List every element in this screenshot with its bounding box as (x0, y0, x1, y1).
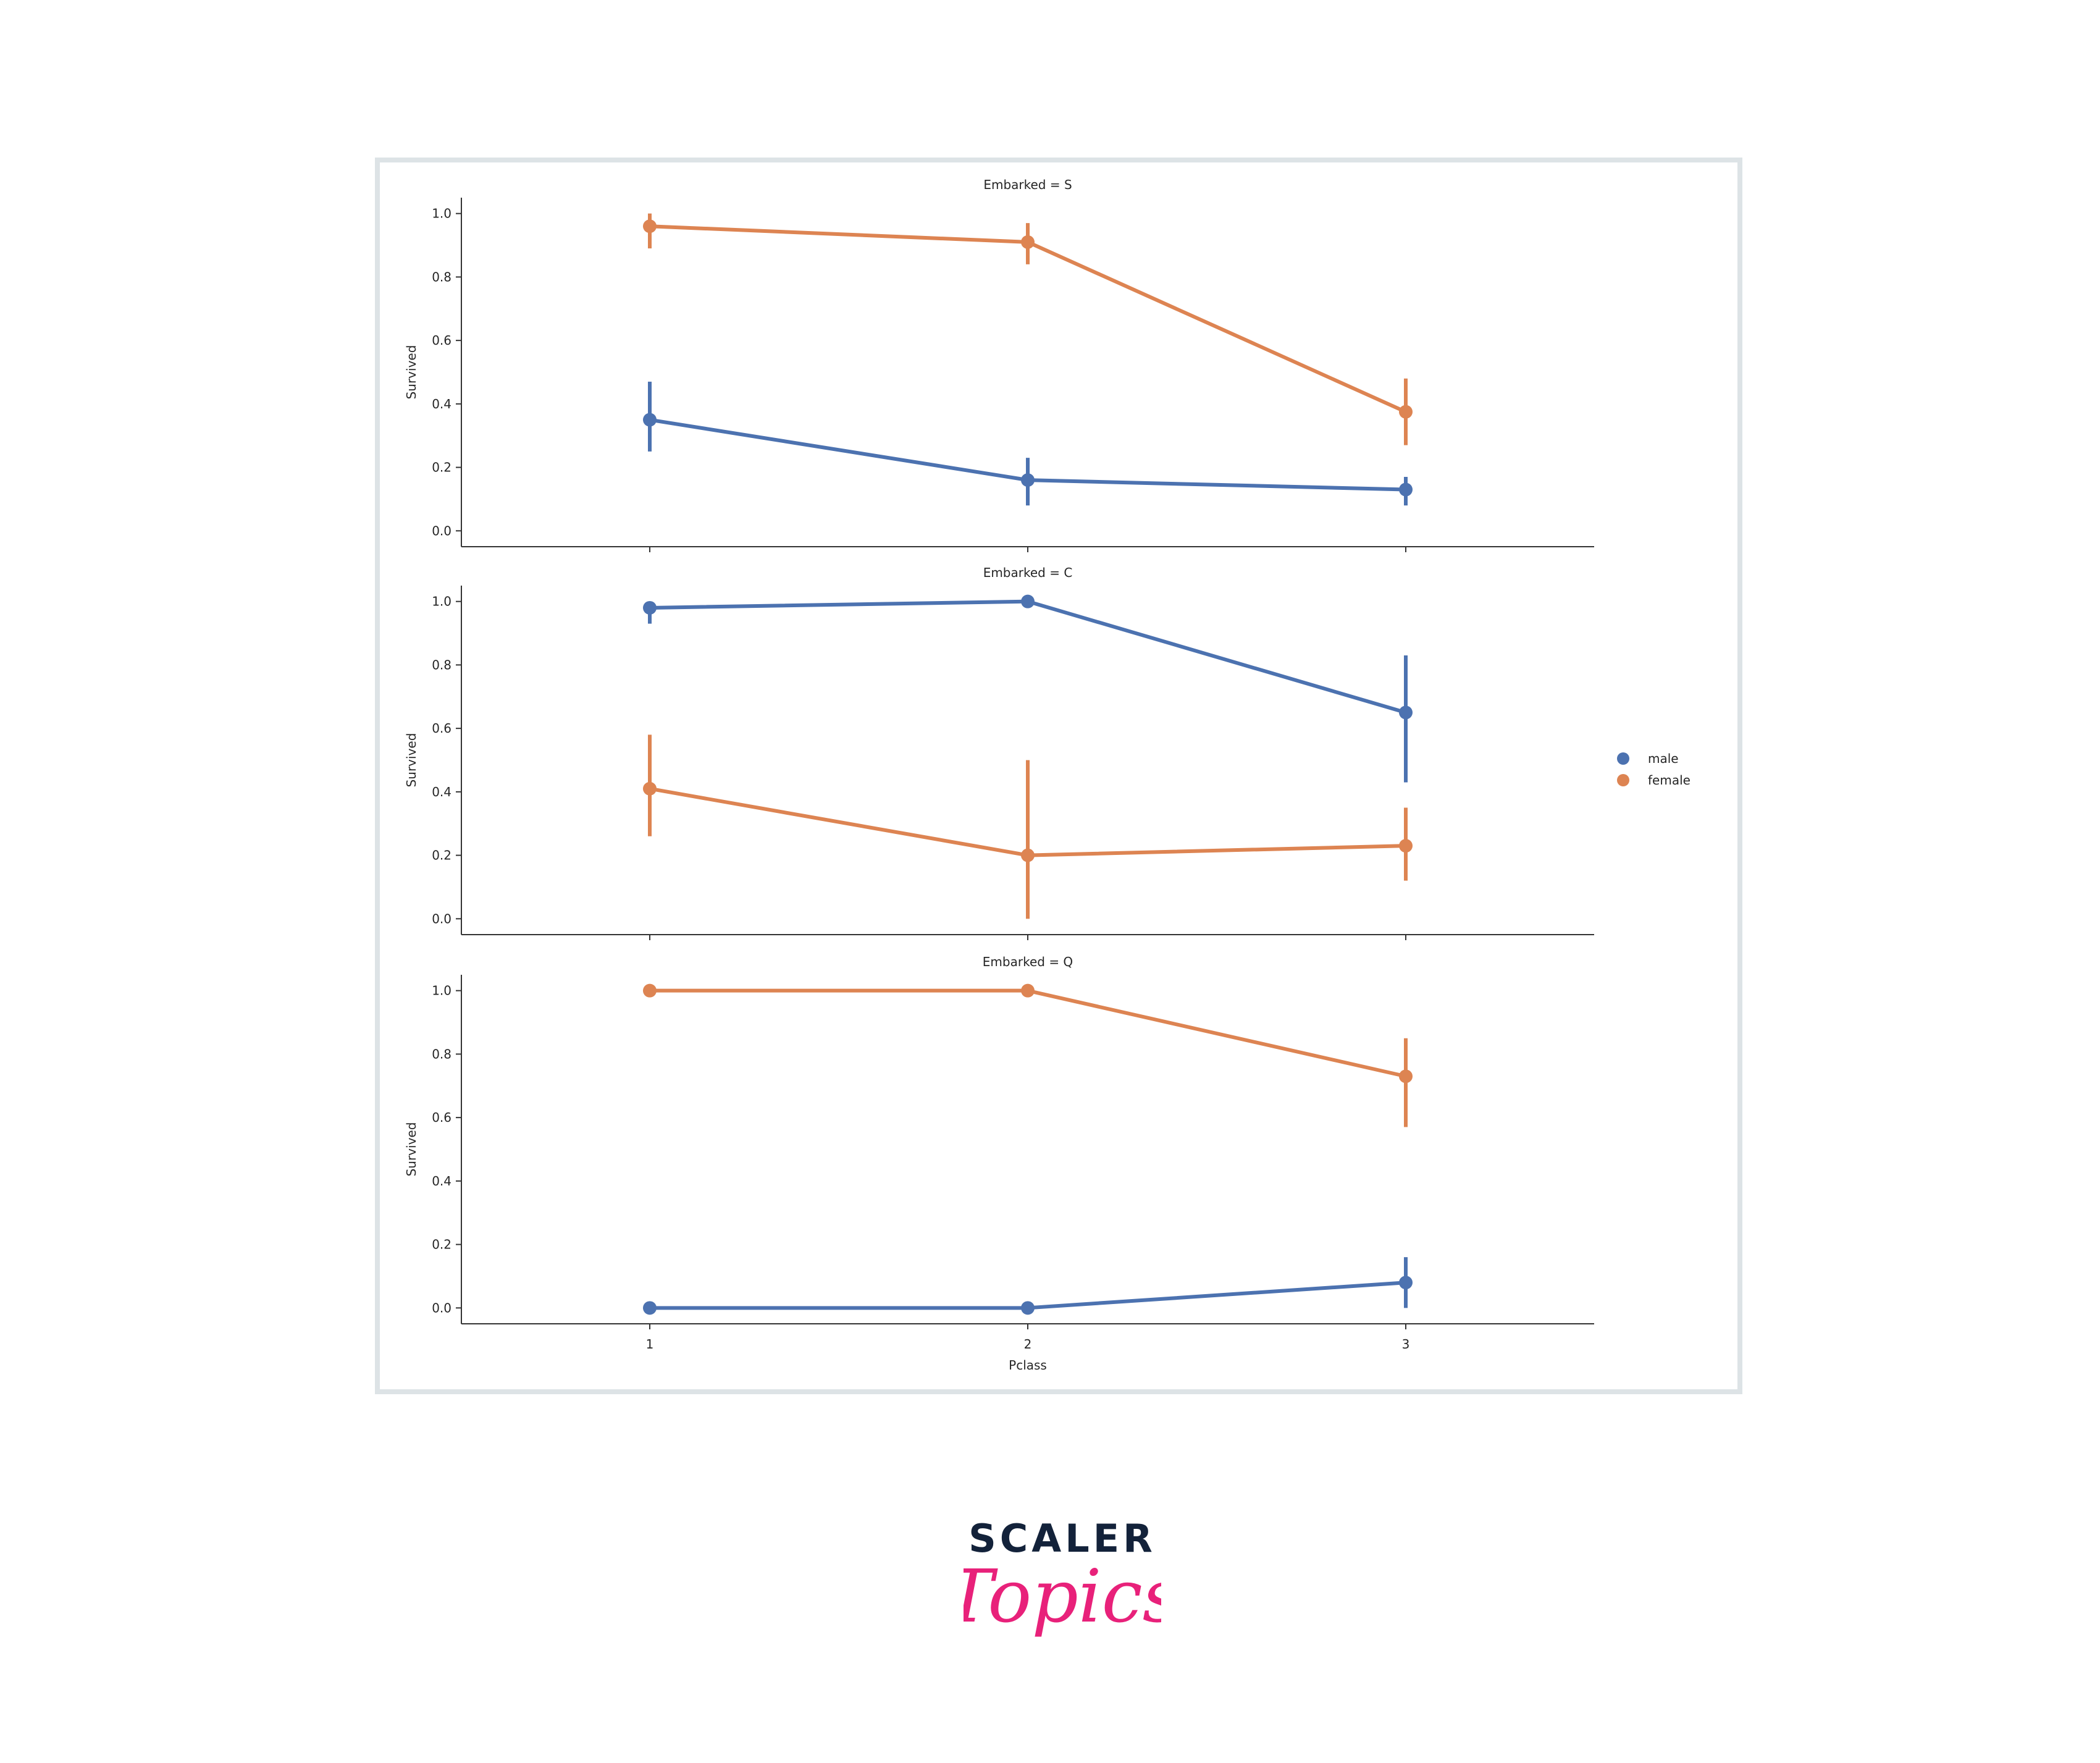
data-point-male (1021, 473, 1035, 487)
y-tick-label: 0.0 (432, 1300, 452, 1315)
data-point-female (643, 219, 657, 234)
y-tick-label: 0.2 (432, 460, 452, 475)
x-tick-label: 3 (1402, 1337, 1410, 1352)
scaler-topics-logo: SCALER Topics (964, 1507, 1161, 1668)
y-tick-label: 0.6 (432, 721, 452, 736)
faceted-point-plot: Embarked = S 0.0 0.2 0.4 0.6 0.8 1.0 Survived Em… (404, 177, 1690, 1373)
y-tick-label: 0.2 (432, 848, 452, 863)
legend-label-female: female (1648, 773, 1690, 788)
data-point-male (643, 413, 657, 427)
y-tick-label: 0.0 (432, 911, 452, 926)
y-tick-label: 0.4 (432, 785, 452, 799)
data-point-female (1399, 839, 1413, 853)
data-point-female (1021, 983, 1035, 998)
y-axis-label: Survived (404, 733, 419, 788)
series-line-female (650, 988, 1406, 1079)
figure-frame: Embarked = S 0.0 0.2 0.4 0.6 0.8 1.0 Survived Em… (375, 158, 1742, 1394)
data-point-female (1021, 848, 1035, 862)
panel-title: Embarked = C (983, 565, 1073, 580)
panel-title: Embarked = S (983, 177, 1072, 192)
data-point-male (1021, 594, 1035, 608)
x-tick-label: 1 (646, 1337, 654, 1352)
x-tick-label: 2 (1024, 1337, 1032, 1352)
y-tick-label: 1.0 (432, 983, 452, 998)
data-point-male (643, 1301, 657, 1315)
y-tick-label: 0.0 (432, 523, 452, 538)
y-tick-label: 0.4 (432, 1174, 452, 1189)
x-axis-label: Pclass (1009, 1358, 1047, 1373)
panel-title: Embarked = Q (983, 954, 1073, 969)
series-line-male (649, 599, 1406, 715)
y-tick-label: 0.8 (432, 1046, 452, 1061)
y-tick-label: 0.2 (432, 1237, 452, 1252)
data-point-female (1021, 235, 1035, 249)
data-point-female (1399, 1069, 1413, 1083)
y-tick-label: 0.6 (432, 1110, 452, 1125)
legend-marker-male (1617, 752, 1629, 765)
data-point-female (1399, 405, 1413, 419)
data-point-male (1399, 482, 1413, 497)
y-tick-label: 1.0 (432, 206, 452, 221)
y-tick-label: 1.0 (432, 594, 452, 609)
data-point-female (643, 781, 657, 796)
y-axis-label: Survived (404, 1122, 419, 1177)
legend-label-male: male (1648, 751, 1679, 766)
y-tick-label: 0.6 (432, 333, 452, 348)
y-tick-label: 0.8 (432, 657, 452, 672)
y-tick-label: 0.4 (432, 397, 452, 411)
legend-marker-female (1617, 774, 1629, 786)
data-point-female (643, 983, 657, 998)
y-tick-label: 0.8 (432, 269, 452, 284)
data-point-male (1399, 1276, 1413, 1290)
logo-word-scaler: SCALER (968, 1516, 1156, 1561)
logo-word-topics: Topics (964, 1554, 1161, 1639)
data-point-male (643, 600, 657, 615)
data-point-male (1399, 705, 1413, 720)
y-axis-label: Survived (404, 345, 419, 400)
data-point-male (1021, 1301, 1035, 1315)
